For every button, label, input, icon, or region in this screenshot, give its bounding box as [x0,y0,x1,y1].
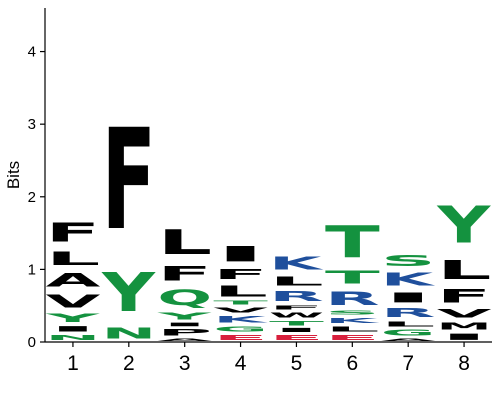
y-ticks: 0 1 2 3 4 [28,44,45,351]
logo-letter-f: F [157,262,212,285]
logo-letter-k: K [325,316,380,325]
logo-letter-t: T [269,320,324,327]
logo-letter-a: A [46,270,101,292]
x-tick-label: 4 [235,352,247,375]
logo-letter-f: F [269,304,324,310]
logo-letter-i: I [381,290,436,306]
x-tick-label: 5 [291,352,303,375]
logo-letter-l: L [269,274,324,288]
logo-letter-g: G [213,325,268,334]
logo-letter-e: E [325,333,380,342]
logo-letter-y: Y [157,310,213,321]
x-tick-label: 2 [123,352,135,375]
logo-letter-f: F [213,267,268,283]
logo-letter-t: T [325,267,380,287]
logo-letter-i: I [437,332,492,342]
logo-letter-r: R [325,288,380,309]
logo-letter-v: V [437,307,492,320]
logo-letter-n: N [46,333,101,342]
logo-letter-q: Q [157,286,212,310]
y-axis: 0 1 2 3 4 Bits [4,8,46,351]
logo-letter-p: P [157,328,212,338]
logo-letter-i: I [157,322,212,328]
letter-stacks: NIYVALFNYFAPIYQFLEGKVTLFIEITWFRLKELKSRTT… [45,99,492,342]
x-tick-label: 3 [179,352,191,375]
logo-letter-a: A [381,338,436,342]
y-tick-label: 4 [28,44,36,61]
logo-letter-y: Y [436,196,492,255]
logo-letter-v: V [213,306,268,315]
x-axis: 1 2 3 4 5 6 7 8 [45,341,492,375]
logo-letter-l: L [46,248,101,270]
logo-letter-m: M [437,320,492,332]
logo-letter-f: F [101,99,156,261]
logo-letter-i: I [46,325,101,334]
logo-letter-g: G [381,328,436,337]
logo-letter-l: L [381,320,436,328]
y-tick-label: 2 [28,189,36,206]
logo-letter-s: S [381,252,436,269]
logo-letter-i: I [213,242,268,267]
logo-letter-l: L [325,325,380,334]
logo-letter-t: T [213,300,268,306]
y-axis-label: Bits [4,161,23,189]
logo-letter-a: A [157,338,212,342]
logo-letter-f: F [46,218,101,248]
y-tick-label: 1 [28,261,36,278]
x-tick-label: 6 [346,352,358,375]
logo-letter-y: Y [45,312,101,325]
logo-letter-k: K [213,315,268,325]
logo-letter-v: V [46,291,101,311]
logo-letter-k: K [269,253,324,273]
logo-letter-l: L [437,255,492,285]
logo-letter-r: R [269,288,324,304]
x-ticks: 1 2 3 4 5 6 7 8 [67,342,470,375]
x-tick-label: 7 [402,352,414,375]
logo-letter-t: T [325,217,380,267]
logo-letter-l: L [157,223,212,263]
y-tick-label: 0 [28,334,36,351]
x-tick-label: 8 [458,352,470,375]
logo-column-2: NYF [101,99,156,342]
logo-letter-k: K [381,269,436,289]
logo-letter-w: W [269,311,324,320]
logo-letter-n: N [101,324,156,342]
logo-letter-y: Y [101,263,156,325]
x-tick-label: 1 [67,352,79,375]
logo-letter-r: R [381,306,436,320]
logo-letter-s: S [325,309,380,316]
logo-letter-e: E [213,333,268,342]
y-tick-label: 3 [28,116,36,133]
logo-letter-l: L [213,283,268,300]
logo-letter-f: F [437,285,492,307]
logo-letter-e: E [269,333,324,342]
logo-letter-i: I [269,327,324,334]
